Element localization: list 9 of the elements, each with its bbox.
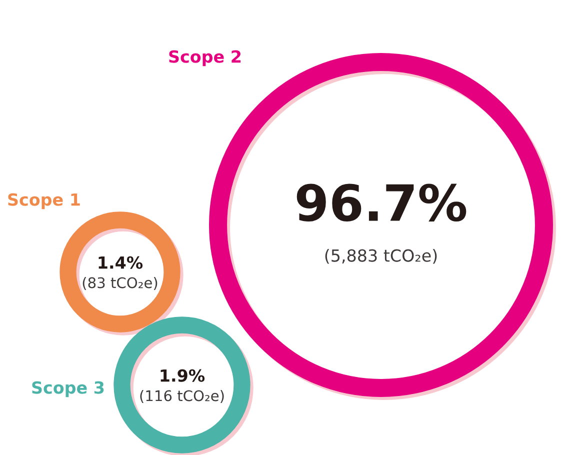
- category-label: Scope 1: [8, 193, 80, 210]
- text: (5,883 tCO₂e): [325, 248, 437, 264]
- data-label: 1.4%: [98, 256, 143, 269]
- data-label: 1.9%: [160, 369, 205, 382]
- text: (83 tCO₂e): [82, 276, 158, 290]
- category-label: Scope 3: [32, 381, 104, 398]
- category-label: Scope 2: [169, 50, 241, 66]
- data-label: 96.7%: [296, 184, 466, 222]
- text: (116 tCO₂e): [140, 390, 224, 403]
